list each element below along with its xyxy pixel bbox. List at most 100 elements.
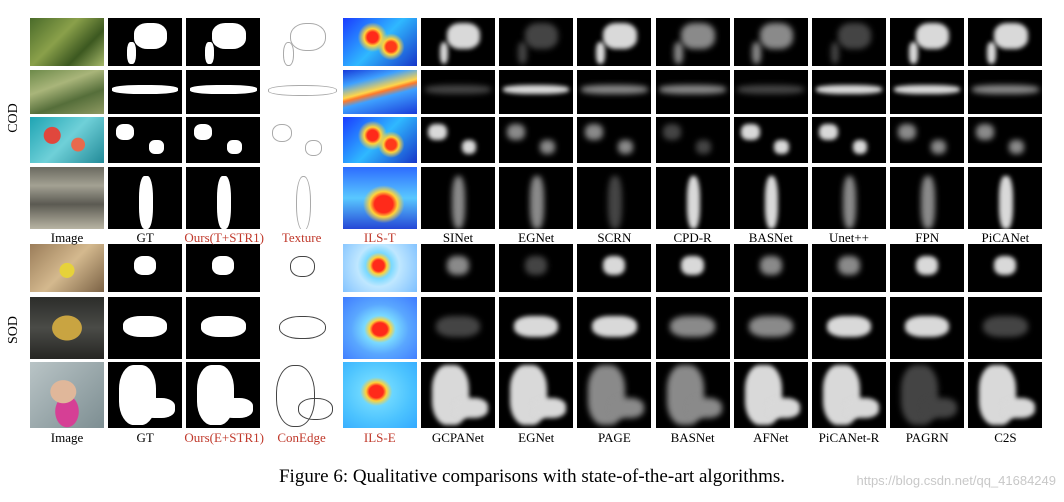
- saliency-region: [764, 176, 779, 229]
- method-prediction-mask: [890, 362, 965, 428]
- cod-caption-3: Texture: [281, 230, 322, 245]
- figure-caption: Figure 6: Qualitative comparisons with s…: [278, 466, 785, 487]
- ground-truth-mask: [108, 244, 183, 292]
- method-prediction-mask: [655, 297, 730, 359]
- cod-caption-4: ILS-T: [363, 230, 396, 245]
- method-prediction-mask: [968, 70, 1043, 114]
- method-prediction-mask: [733, 117, 808, 163]
- method-prediction-mask: [421, 362, 495, 428]
- saliency-region: [994, 256, 1017, 276]
- edge-outline: [297, 398, 334, 421]
- saliency-region: [424, 85, 492, 95]
- edge-outline: [290, 22, 326, 52]
- method-prediction-mask: [890, 18, 965, 66]
- saliency-region: [532, 398, 566, 419]
- saliency-region: [439, 42, 449, 64]
- method-prediction-mask: [968, 18, 1043, 66]
- method-prediction-mask: [733, 297, 808, 359]
- method-prediction-mask: [733, 244, 808, 292]
- method-prediction-mask: [890, 167, 965, 229]
- sod-caption-8: BASNet: [670, 430, 715, 445]
- saliency-region: [618, 140, 633, 154]
- edge-outline: [295, 176, 311, 229]
- saliency-region: [525, 256, 548, 276]
- saliency-region: [923, 398, 957, 419]
- saliency-region: [193, 123, 213, 140]
- method-prediction-mask: [577, 18, 652, 66]
- method-prediction-mask: [577, 70, 652, 114]
- saliency-region: [610, 398, 644, 419]
- saliency-region: [122, 315, 168, 338]
- sod-caption-2: Ours(E+STR1): [184, 430, 264, 445]
- saliency-region: [446, 256, 470, 276]
- cod-section-label: COD: [6, 103, 21, 133]
- method-prediction-mask: [968, 362, 1043, 428]
- saliency-region: [428, 123, 447, 140]
- ours-prediction-mask: [186, 117, 261, 163]
- saliency-region: [227, 140, 242, 154]
- cod-caption-12: PiCANet: [981, 230, 1030, 245]
- ils-e-heatmap: [342, 244, 417, 292]
- method-prediction-mask: [655, 117, 730, 163]
- saliency-region: [983, 315, 1028, 338]
- saliency-region: [826, 315, 872, 338]
- ground-truth-mask: [108, 362, 183, 428]
- saliency-region: [1009, 140, 1024, 154]
- saliency-region: [584, 123, 604, 140]
- input-image: [30, 18, 104, 66]
- edge-outline: [275, 365, 315, 427]
- saliency-region: [212, 256, 235, 276]
- saliency-region: [595, 42, 605, 64]
- saliency-region: [897, 123, 917, 140]
- method-prediction-mask: [968, 167, 1043, 229]
- method-prediction-mask: [890, 244, 965, 292]
- edge-outline: [290, 256, 315, 278]
- method-prediction-mask: [577, 167, 652, 229]
- texture-map: [264, 117, 339, 163]
- conedge-map: [264, 244, 339, 292]
- saliency-region: [916, 256, 939, 276]
- saliency-region: [830, 42, 840, 64]
- sod-caption-10: PiCANet-R: [818, 430, 880, 445]
- saliency-region: [767, 398, 801, 419]
- saliency-region: [506, 123, 526, 140]
- sod-caption-9: AFNet: [753, 430, 789, 445]
- cod-caption-0: Image: [50, 230, 84, 245]
- saliency-region: [608, 176, 622, 229]
- saliency-region: [908, 42, 918, 64]
- saliency-region: [999, 176, 1013, 229]
- texture-map: [264, 167, 339, 229]
- ground-truth-mask: [108, 297, 183, 359]
- saliency-region: [752, 42, 762, 64]
- saliency-region: [916, 22, 950, 50]
- saliency-region: [111, 85, 179, 95]
- cod-caption-11: FPN: [915, 230, 940, 245]
- saliency-region: [845, 398, 879, 419]
- input-image: [30, 117, 104, 163]
- saliency-region: [681, 256, 704, 276]
- method-prediction-mask: [655, 244, 730, 292]
- saliency-region: [603, 256, 626, 276]
- saliency-region: [748, 315, 793, 338]
- saliency-region: [686, 176, 700, 229]
- saliency-region: [134, 256, 157, 276]
- method-prediction-mask: [499, 70, 574, 114]
- saliency-region: [190, 85, 257, 95]
- saliency-region: [513, 315, 559, 338]
- cod-caption-10: Unet++: [829, 230, 869, 245]
- sod-section-label: SOD: [6, 316, 21, 345]
- method-prediction-mask: [812, 117, 886, 163]
- saliency-region: [139, 176, 153, 229]
- method-prediction-mask: [968, 117, 1043, 163]
- method-prediction-mask: [655, 70, 730, 114]
- saliency-region: [843, 176, 857, 229]
- method-prediction-mask: [655, 18, 730, 66]
- method-prediction-mask: [577, 297, 652, 359]
- saliency-region: [435, 315, 481, 338]
- saliency-region: [502, 85, 570, 95]
- method-prediction-mask: [655, 362, 730, 428]
- saliency-region: [134, 22, 168, 50]
- method-prediction-mask: [655, 167, 730, 229]
- cod-caption-5: SINet: [442, 230, 474, 245]
- method-prediction-mask: [812, 362, 886, 428]
